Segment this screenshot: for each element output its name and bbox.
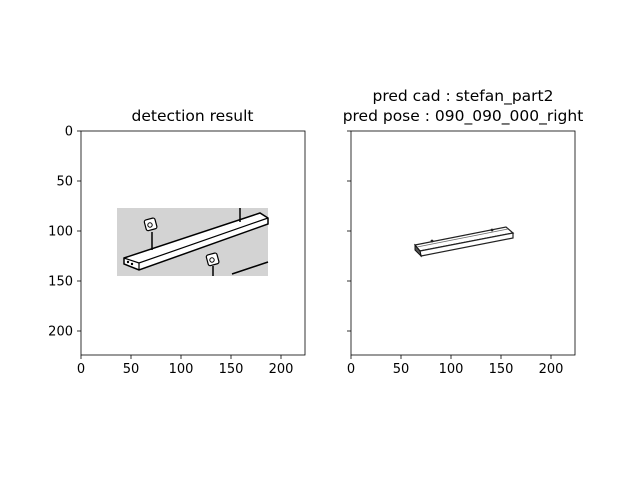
- detection-image: [117, 208, 269, 276]
- cad-board-hole: [430, 239, 434, 243]
- cad-board-end: [414, 243, 422, 258]
- axes-title-pred-cad: pred cad : stefan_part2: [373, 87, 554, 106]
- x-axis: 0 50 100 150 200: [77, 355, 294, 377]
- axes-title-pred-pose: pred pose : 090_090_000_right: [343, 107, 584, 126]
- y-axis: [347, 130, 351, 332]
- cad-board-hole: [490, 228, 494, 232]
- axes-detection-result: detection result 0 50 100 150 200 0 50 100 150 2…: [48, 107, 306, 377]
- second-board-edge: [231, 261, 269, 275]
- x-tick-label: 200: [539, 362, 564, 377]
- x-tick-label: 100: [169, 362, 194, 377]
- x-tick-label: 150: [489, 362, 514, 377]
- board-hole: [126, 260, 130, 264]
- y-tick-label: 50: [56, 175, 73, 190]
- y-axis: 0 50 100 150 200: [48, 125, 81, 340]
- x-tick-label: 0: [77, 362, 85, 377]
- y-tick-label: 150: [48, 275, 73, 290]
- x-axis: 0 50 100 150 200: [347, 355, 564, 377]
- axes-title-detection: detection result: [132, 107, 254, 125]
- y-tick-label: 100: [48, 225, 73, 240]
- x-tick-label: 50: [393, 362, 410, 377]
- cad-board-edge: [416, 228, 509, 248]
- screw-head-detail: [147, 222, 153, 228]
- screw-head: [143, 217, 158, 232]
- x-tick-label: 150: [219, 362, 244, 377]
- y-tick-label: 0: [65, 125, 73, 140]
- axes-frame: [350, 130, 576, 356]
- cad-render-image: [413, 226, 515, 258]
- x-tick-label: 50: [123, 362, 140, 377]
- board-hole: [130, 262, 134, 266]
- x-tick-label: 200: [269, 362, 294, 377]
- x-tick-label: 100: [439, 362, 464, 377]
- axes-frame: [80, 130, 306, 356]
- screw-head: [205, 252, 220, 267]
- x-tick-label: 0: [347, 362, 355, 377]
- axes-pred-cad: pred cad : stefan_part2 pred pose : 090_…: [343, 87, 584, 377]
- y-tick-label: 200: [48, 325, 73, 340]
- screw-head-detail: [209, 257, 215, 263]
